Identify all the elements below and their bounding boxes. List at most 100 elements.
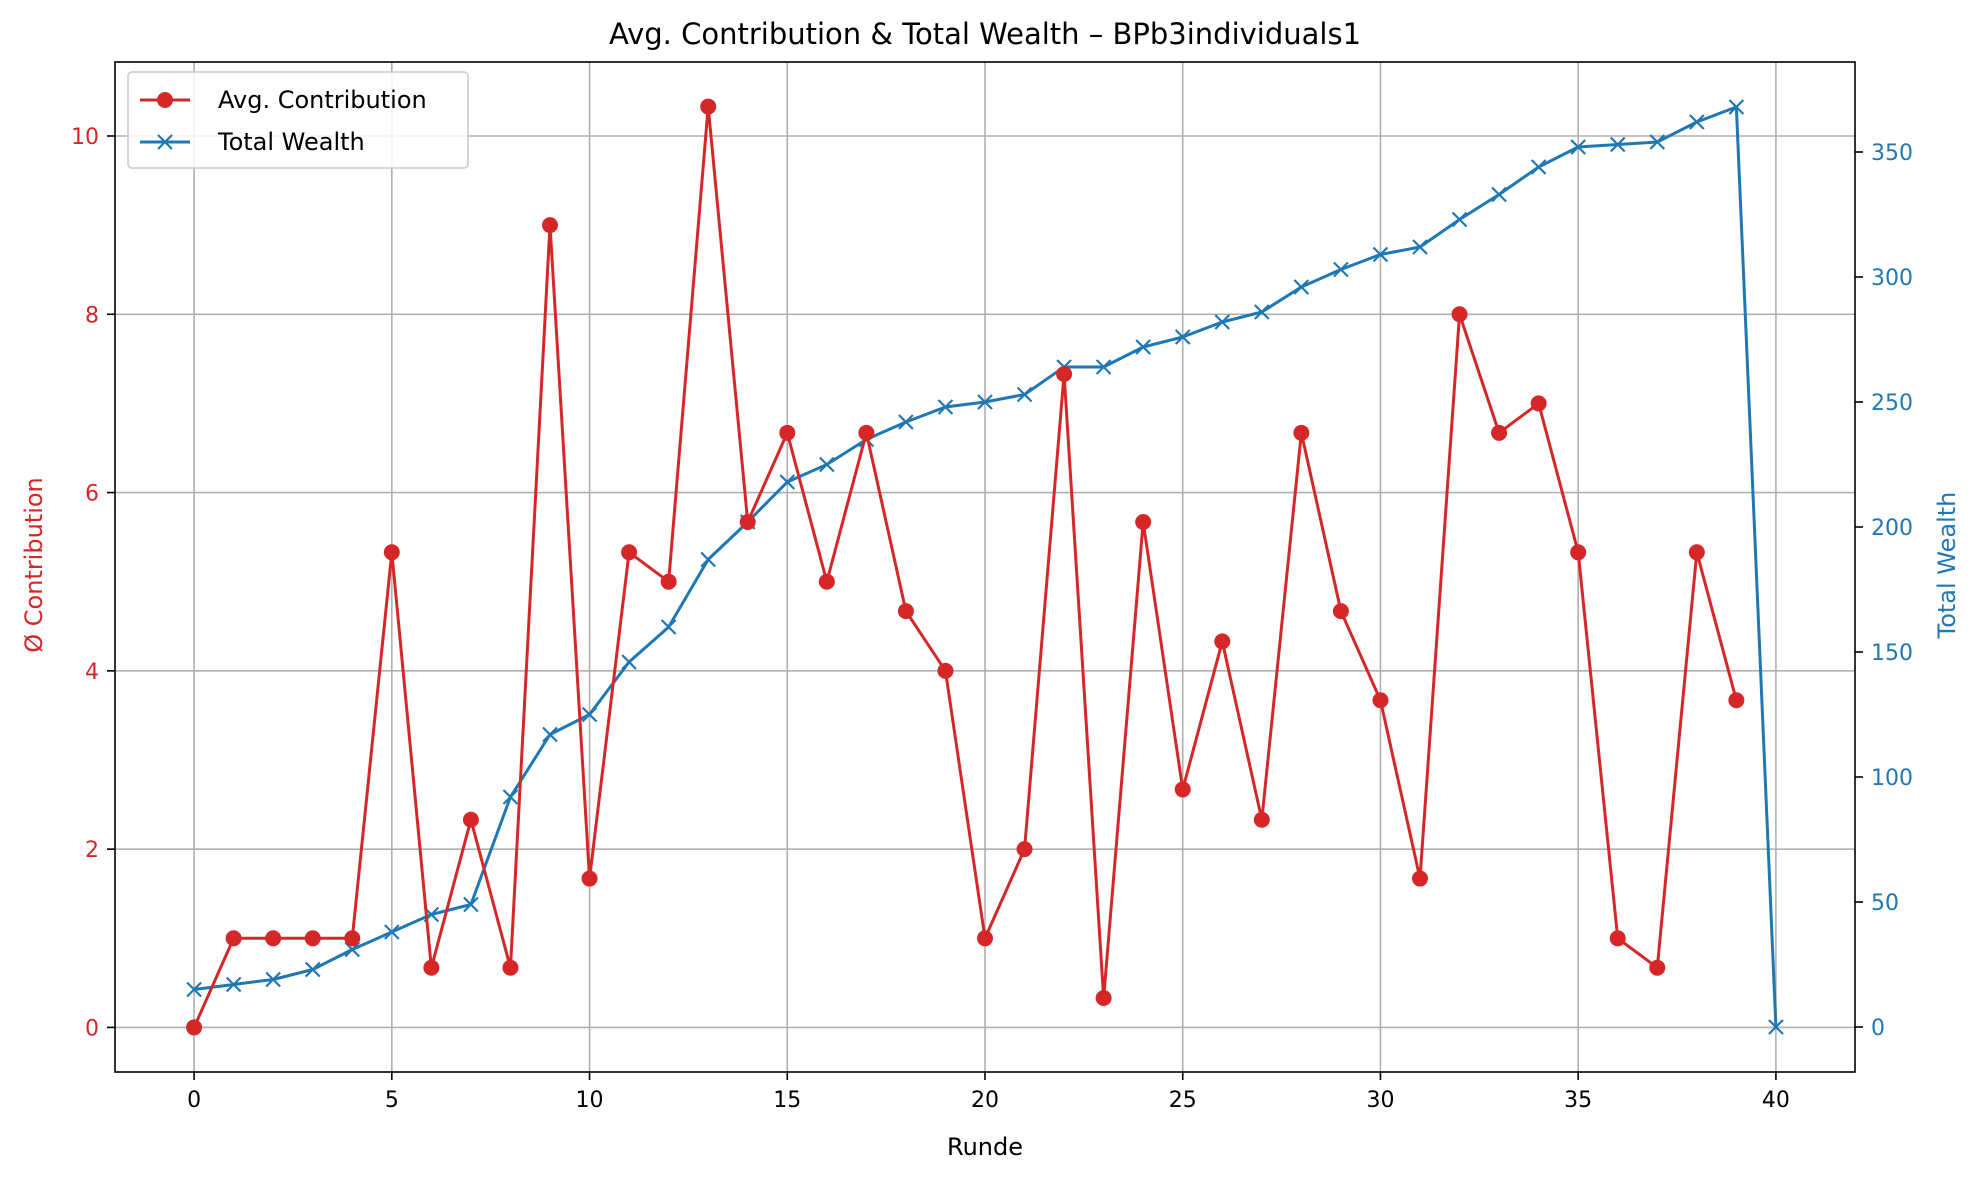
- wealth-point: [898, 414, 914, 430]
- contribution-point: [1016, 841, 1033, 858]
- contribution-point: [779, 424, 796, 441]
- contribution-point: [1214, 633, 1231, 650]
- x-tick-label: 30: [1366, 1088, 1394, 1113]
- wealth-point: [1728, 99, 1745, 115]
- x-tick-label: 35: [1564, 1088, 1592, 1113]
- wealth-point: [1095, 359, 1112, 375]
- wealth-point: [502, 789, 519, 805]
- wealth-point: [700, 551, 716, 568]
- wealth-point: [384, 924, 400, 940]
- right-y-tick-label: 100: [1871, 766, 1913, 791]
- wealth-point: [463, 896, 479, 913]
- x-tick-label: 10: [576, 1088, 604, 1113]
- wealth-point: [304, 961, 321, 978]
- wealth-point: [1174, 329, 1191, 345]
- contribution-point: [462, 811, 479, 828]
- contribution-point: [502, 959, 519, 976]
- wealth-point: [779, 474, 796, 490]
- legend-contribution-label: Avg. Contribution: [218, 86, 427, 114]
- legend-wealth-label: Total Wealth: [217, 128, 365, 156]
- contribution-point: [423, 959, 440, 976]
- legend-wealth-marker: [157, 134, 173, 150]
- x-tick-label: 5: [385, 1088, 399, 1113]
- contribution-point: [225, 930, 242, 947]
- x-tick-label: 15: [773, 1088, 801, 1113]
- right-y-tick-label: 200: [1871, 516, 1913, 541]
- right-y-axis-ticks: 0 50 100 150 200 250 300 350: [1855, 141, 1913, 1041]
- contribution-point: [660, 573, 677, 590]
- legend-box: [127, 71, 469, 169]
- right-y-tick-label: 350: [1871, 141, 1913, 166]
- contribution-point: [1056, 366, 1073, 383]
- contribution-point: [818, 573, 835, 590]
- wealth-point: [581, 706, 598, 723]
- right-y-tick-label: 250: [1871, 391, 1913, 416]
- contribution-point: [265, 930, 282, 947]
- contribution-point: [1728, 692, 1745, 709]
- right-y-tick-label: 50: [1871, 891, 1899, 916]
- wealth-point: [542, 726, 558, 743]
- contribution-point: [937, 662, 954, 679]
- wealth-point: [1570, 139, 1586, 155]
- wealth-point: [265, 971, 281, 988]
- contribution-point: [344, 930, 361, 947]
- x-axis-ticks: 0 5 10 15 20 25 30 35 40: [187, 1072, 1790, 1113]
- wealth-point: [819, 456, 835, 473]
- contribution-point: [739, 513, 756, 530]
- wealth-point: [1412, 239, 1428, 255]
- wealth-point: [1254, 304, 1270, 320]
- wealth-point: [660, 619, 677, 635]
- contribution-point: [1135, 513, 1152, 530]
- right-y-tick-label: 150: [1871, 641, 1913, 666]
- wealth-point: [1491, 186, 1507, 203]
- wealth-point: [1372, 246, 1389, 263]
- x-tick-label: 40: [1762, 1088, 1790, 1113]
- contribution-point: [542, 217, 558, 234]
- left-y-tick-label: 10: [71, 125, 99, 150]
- wealth-point: [937, 399, 954, 415]
- left-y-tick-label: 8: [85, 303, 99, 328]
- left-y-tick-label: 6: [85, 482, 99, 507]
- contribution-point: [700, 98, 717, 115]
- x-tick-label: 0: [187, 1088, 201, 1113]
- wealth-point: [1135, 339, 1151, 355]
- contribution-point: [304, 930, 321, 947]
- contribution-point: [1649, 959, 1666, 976]
- right-y-axis-title: Total Wealth: [1933, 492, 1961, 640]
- wealth-point: [225, 976, 242, 993]
- wealth-point: [186, 981, 202, 998]
- chart-title: Avg. Contribution & Total Wealth – BPb3i…: [609, 17, 1361, 51]
- left-y-tick-label: 4: [85, 660, 99, 685]
- x-axis-title: Runde: [947, 1133, 1023, 1161]
- contribution-point: [1491, 424, 1508, 441]
- right-y-tick-label: 300: [1871, 266, 1913, 291]
- legend: Avg. Contribution Total Wealth: [127, 71, 469, 169]
- contribution-point: [1253, 811, 1270, 828]
- contribution-point: [1609, 930, 1626, 947]
- contribution-point: [581, 870, 598, 887]
- left-y-tick-label: 0: [85, 1016, 99, 1041]
- wealth-point: [1293, 279, 1310, 295]
- x-tick-label: 25: [1169, 1088, 1197, 1113]
- contribution-point: [1530, 395, 1547, 412]
- left-y-tick-label: 2: [85, 838, 99, 863]
- contribution-point: [1451, 306, 1468, 323]
- contribution-point: [383, 544, 400, 561]
- wealth-point: [1016, 386, 1033, 403]
- wealth-point: [1768, 1019, 1784, 1035]
- wealth-point: [1214, 314, 1231, 330]
- left-y-axis-title: Ø Contribution: [20, 477, 48, 653]
- wealth-point: [1451, 211, 1468, 228]
- contribution-point: [1570, 544, 1587, 561]
- contribution-point: [977, 930, 993, 947]
- grid: [115, 62, 1855, 1072]
- contribution-point: [897, 603, 914, 620]
- contribution-line: [192, 105, 1738, 1029]
- wealth-point: [1333, 261, 1349, 278]
- left-y-axis-ticks: 0 2 4 6 8 10: [71, 125, 115, 1041]
- contribution-point: [186, 1019, 203, 1036]
- x-tick-label: 20: [971, 1088, 999, 1113]
- contribution-point: [1174, 781, 1191, 798]
- contribution-point: [858, 424, 875, 441]
- contribution-series: [186, 98, 1745, 1036]
